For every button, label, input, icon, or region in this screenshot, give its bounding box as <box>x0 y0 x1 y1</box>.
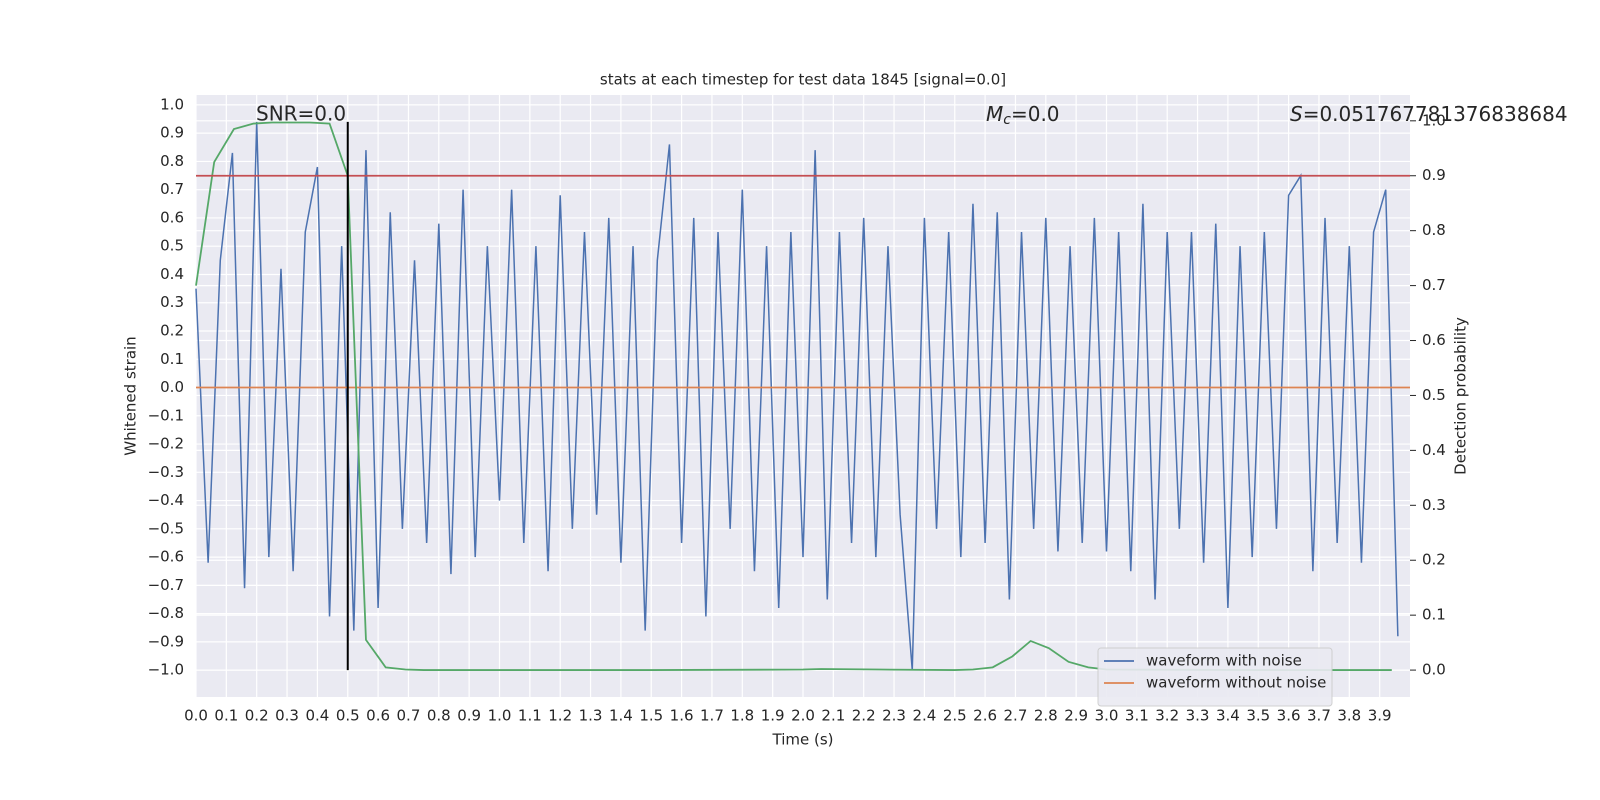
annotation-subscript: c <box>1003 112 1011 128</box>
annotation: SNR=0.0 <box>256 102 346 126</box>
annotation: Mc=0.0 <box>986 102 1060 129</box>
x-tick-label: 2.8 <box>1034 707 1058 725</box>
y-tick-label: 0.5 <box>160 237 184 255</box>
y-tick-label: 0.6 <box>160 208 184 226</box>
y2-tick-label: 0.9 <box>1422 166 1446 184</box>
x-tick-label: 3.6 <box>1277 707 1301 725</box>
x-tick-label: 1.0 <box>488 707 512 725</box>
x-tick-label: 1.6 <box>670 707 694 725</box>
x-axis-label: Time (s) <box>772 731 834 749</box>
x-tick-label: 3.4 <box>1216 707 1240 725</box>
chart-title: stats at each timestep for test data 184… <box>600 71 1006 89</box>
x-tick-label: 3.5 <box>1246 707 1270 725</box>
x-tick-label: 1.2 <box>548 707 572 725</box>
x-tick-label: 3.8 <box>1337 707 1361 725</box>
y2-tick-label: 0.8 <box>1422 221 1446 239</box>
y2-tick-label: 0.1 <box>1422 606 1446 624</box>
series-line <box>195 121 1399 671</box>
y2-tick-label: 0.0 <box>1422 661 1446 679</box>
x-tick-label: 1.4 <box>609 707 633 725</box>
x-tick-label: 0.7 <box>397 707 421 725</box>
annotation-value: =0.0 <box>1011 102 1060 126</box>
x-tick-label: 3.3 <box>1186 707 1210 725</box>
y-tick-label: 0.4 <box>160 265 184 283</box>
x-tick-label: 2.6 <box>973 707 997 725</box>
y2-axis-label: Detection probability <box>1452 317 1470 475</box>
x-tick-label: 2.5 <box>943 707 967 725</box>
y-tick-label: 0.2 <box>160 321 184 339</box>
y2-tick-label: 1.0 <box>1422 111 1446 129</box>
x-tick-label: 0.4 <box>305 707 329 725</box>
x-tick-label: 2.3 <box>882 707 906 725</box>
y-tick-label: −0.5 <box>148 519 184 537</box>
y-tick-label: −0.7 <box>148 576 184 594</box>
x-tick-label: 0.9 <box>457 707 481 725</box>
y-tick-label: −0.3 <box>148 463 184 481</box>
y-axis-label: Whitened strain <box>122 336 140 455</box>
y-tick-label: 1.0 <box>160 95 184 113</box>
x-tick-label: 3.7 <box>1307 707 1331 725</box>
legend <box>1097 647 1333 707</box>
x-tick-label: 1.7 <box>700 707 724 725</box>
y-tick-label: 0.8 <box>160 152 184 170</box>
x-tick-label: 1.3 <box>579 707 603 725</box>
x-tick-label: 0.3 <box>275 707 299 725</box>
series-line <box>195 121 1392 671</box>
x-tick-label: 3.0 <box>1095 707 1119 725</box>
x-tick-label: 2.1 <box>821 707 845 725</box>
x-tick-label: 2.0 <box>791 707 815 725</box>
y2-tick-label: 0.7 <box>1422 276 1446 294</box>
annotation-symbol: M <box>986 102 1003 126</box>
x-tick-label: 3.1 <box>1125 707 1149 725</box>
y2-tick-label: 0.6 <box>1422 331 1446 349</box>
y-tick-label: −0.1 <box>148 406 184 424</box>
x-tick-label: 0.0 <box>184 707 208 725</box>
x-tick-label: 1.8 <box>730 707 754 725</box>
x-tick-label: 0.6 <box>366 707 390 725</box>
legend-label: waveform with noise <box>1146 652 1302 670</box>
annotation-value: =0.051767781376838684 <box>1303 102 1568 126</box>
x-tick-label: 0.2 <box>245 707 269 725</box>
y-tick-label: 0.9 <box>160 124 184 142</box>
legend-label: waveform without noise <box>1146 674 1326 692</box>
x-tick-label: 3.2 <box>1155 707 1179 725</box>
y-tick-label: −0.4 <box>148 491 184 509</box>
x-tick-label: 1.5 <box>639 707 663 725</box>
x-tick-label: 2.9 <box>1064 707 1088 725</box>
y-tick-label: 0.7 <box>160 180 184 198</box>
y-tick-label: −0.2 <box>148 435 184 453</box>
y2-tick-label: 0.2 <box>1422 551 1446 569</box>
x-tick-label: 2.7 <box>1004 707 1028 725</box>
y-tick-label: −0.9 <box>148 632 184 650</box>
x-tick-label: 1.1 <box>518 707 542 725</box>
x-tick-label: 0.1 <box>214 707 238 725</box>
y2-tick-label: 0.4 <box>1422 441 1446 459</box>
x-tick-label: 0.5 <box>336 707 360 725</box>
annotation-symbol: S <box>1290 102 1303 126</box>
y-tick-label: 0.1 <box>160 350 184 368</box>
x-tick-label: 1.9 <box>761 707 785 725</box>
x-tick-label: 2.2 <box>852 707 876 725</box>
x-tick-label: 0.8 <box>427 707 451 725</box>
y-tick-label: −1.0 <box>148 661 184 679</box>
y-tick-label: −0.8 <box>148 604 184 622</box>
y2-tick-label: 0.5 <box>1422 386 1446 404</box>
y-tick-label: 0.3 <box>160 293 184 311</box>
x-tick-label: 2.4 <box>912 707 936 725</box>
y2-tick-label: 0.3 <box>1422 496 1446 514</box>
annotation: S=0.051767781376838684 <box>1290 102 1568 126</box>
y-tick-label: −0.6 <box>148 548 184 566</box>
x-tick-label: 3.9 <box>1368 707 1392 725</box>
y-tick-label: 0.0 <box>160 378 184 396</box>
